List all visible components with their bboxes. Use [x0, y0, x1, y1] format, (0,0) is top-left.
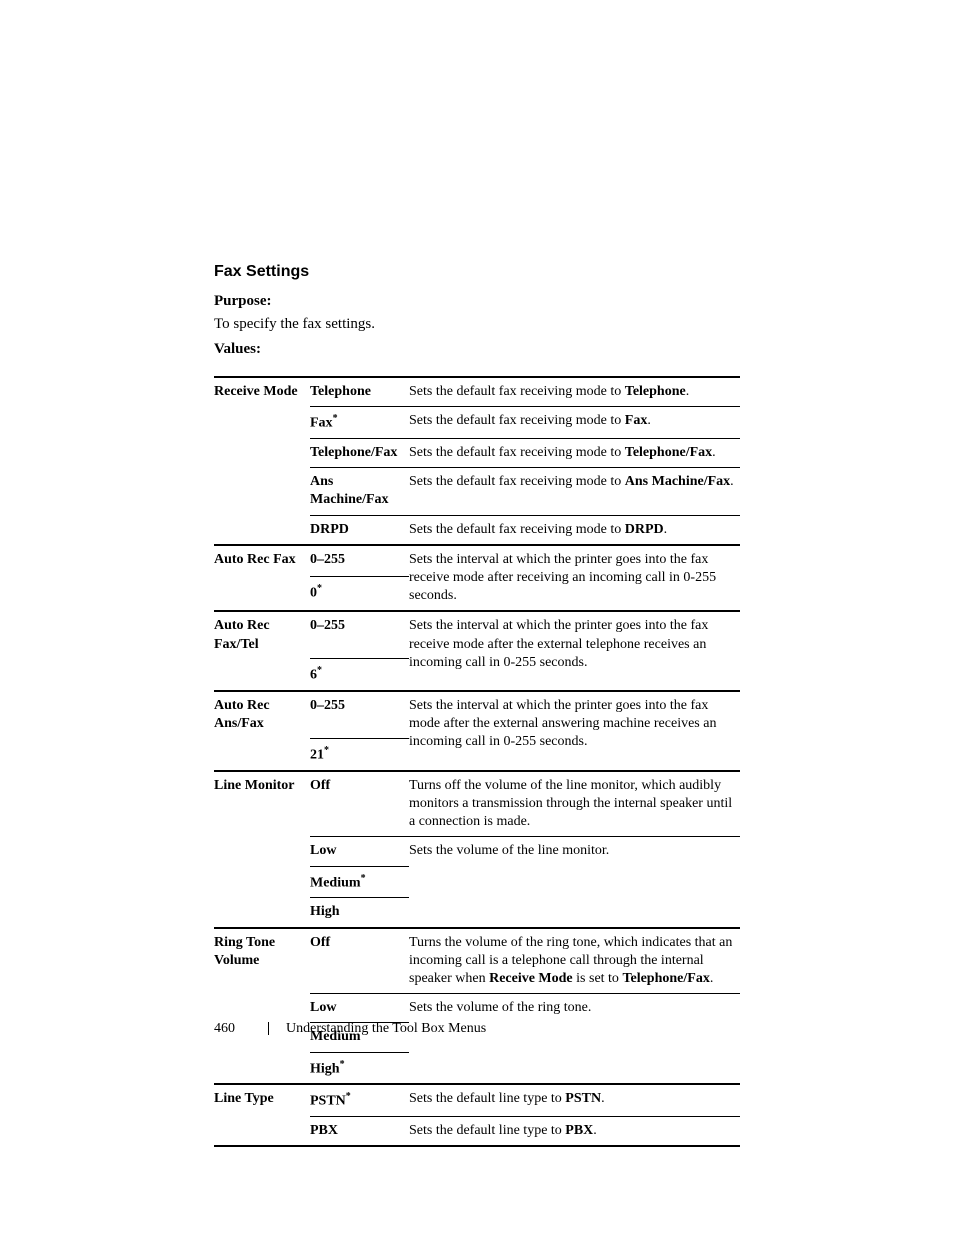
table-row: PBXSets the default line type to PBX. [214, 1117, 740, 1147]
value-cell: 21* [310, 738, 409, 770]
page-footer: 460 Understanding the Tool Box Menus [214, 1021, 486, 1037]
value-cell: 0–255 [310, 691, 409, 738]
description-cell: Sets the default fax receiving mode to T… [409, 377, 740, 407]
setting-cell: Receive Mode [214, 377, 310, 407]
description-cell: Sets the interval at which the printer g… [409, 611, 740, 691]
value-cell: High* [310, 1052, 409, 1084]
description-cell: Turns off the volume of the line monitor… [409, 771, 740, 837]
table-row: LowSets the volume of the ring tone. [214, 994, 740, 1023]
setting-cell [214, 738, 310, 770]
setting-cell [214, 577, 310, 612]
setting-cell: Ring Tone Volume [214, 928, 310, 994]
default-asterisk: * [317, 583, 322, 594]
default-asterisk: * [317, 665, 322, 676]
setting-cell: Line Type [214, 1084, 310, 1116]
value-cell: PSTN* [310, 1084, 409, 1116]
table-row: Line MonitorOffTurns off the volume of t… [214, 771, 740, 837]
setting-cell [214, 1052, 310, 1084]
value-cell: High [310, 898, 409, 928]
value-cell: Medium* [310, 866, 409, 898]
setting-cell [214, 407, 310, 439]
default-asterisk: * [324, 745, 329, 756]
value-cell: Telephone/Fax [310, 439, 409, 468]
value-cell: Low [310, 994, 409, 1023]
setting-cell [214, 468, 310, 515]
table-row: Ans Machine/FaxSets the default fax rece… [214, 468, 740, 515]
value-cell: 0* [310, 577, 409, 612]
description-cell: Sets the volume of the line monitor. [409, 837, 740, 928]
table-row: Line TypePSTN*Sets the default line type… [214, 1084, 740, 1116]
values-label: Values: [214, 341, 740, 358]
table-row: Receive ModeTelephoneSets the default fa… [214, 377, 740, 407]
setting-cell: Line Monitor [214, 771, 310, 837]
default-asterisk: * [340, 1059, 345, 1070]
value-cell: PBX [310, 1117, 409, 1147]
footer-divider [268, 1022, 269, 1035]
table-row: Auto Rec Ans/Fax0–255Sets the interval a… [214, 691, 740, 738]
description-cell: Sets the default line type to PSTN. [409, 1084, 740, 1116]
value-cell: Low [310, 837, 409, 866]
value-cell: DRPD [310, 515, 409, 545]
value-cell: Telephone [310, 377, 409, 407]
value-cell: 0–255 [310, 611, 409, 658]
table-row: Telephone/FaxSets the default fax receiv… [214, 439, 740, 468]
description-cell: Sets the default fax receiving mode to T… [409, 439, 740, 468]
table-row: LowSets the volume of the line monitor. [214, 837, 740, 866]
setting-cell [214, 659, 310, 691]
value-cell: Off [310, 928, 409, 994]
document-page: Fax Settings Purpose: To specify the fax… [0, 0, 954, 1235]
value-cell: Ans Machine/Fax [310, 468, 409, 515]
setting-cell [214, 994, 310, 1023]
table-row: Ring Tone VolumeOffTurns the volume of t… [214, 928, 740, 994]
purpose-text: To specify the fax settings. [214, 316, 740, 333]
setting-cell: Auto Rec Fax [214, 545, 310, 577]
description-cell: Sets the interval at which the printer g… [409, 545, 740, 612]
value-cell: 0–255 [310, 545, 409, 577]
purpose-label: Purpose: [214, 293, 740, 310]
default-asterisk: * [333, 413, 338, 424]
setting-cell: Auto Rec Fax/Tel [214, 611, 310, 658]
description-cell: Turns the volume of the ring tone, which… [409, 928, 740, 994]
description-cell: Sets the default fax receiving mode to A… [409, 468, 740, 515]
section-title: Fax Settings [214, 263, 740, 281]
value-cell: Off [310, 771, 409, 837]
description-cell: Sets the default line type to PBX. [409, 1117, 740, 1147]
setting-cell: Auto Rec Ans/Fax [214, 691, 310, 738]
setting-cell [214, 866, 310, 898]
description-cell: Sets the default fax receiving mode to D… [409, 515, 740, 545]
setting-cell [214, 515, 310, 545]
description-cell: Sets the interval at which the printer g… [409, 691, 740, 771]
default-asterisk: * [361, 873, 366, 884]
setting-cell [214, 837, 310, 866]
setting-cell [214, 439, 310, 468]
table-row: Auto Rec Fax0–255Sets the interval at wh… [214, 545, 740, 577]
value-cell: 6* [310, 659, 409, 691]
table-row: DRPDSets the default fax receiving mode … [214, 515, 740, 545]
setting-cell [214, 898, 310, 928]
table-row: Fax*Sets the default fax receiving mode … [214, 407, 740, 439]
description-cell: Sets the volume of the ring tone. [409, 994, 740, 1085]
page-number: 460 [214, 1021, 258, 1037]
description-cell: Sets the default fax receiving mode to F… [409, 407, 740, 439]
default-asterisk: * [346, 1091, 351, 1102]
setting-cell [214, 1117, 310, 1147]
chapter-title: Understanding the Tool Box Menus [286, 1021, 486, 1036]
value-cell: Fax* [310, 407, 409, 439]
table-row: Auto Rec Fax/Tel0–255Sets the interval a… [214, 611, 740, 658]
